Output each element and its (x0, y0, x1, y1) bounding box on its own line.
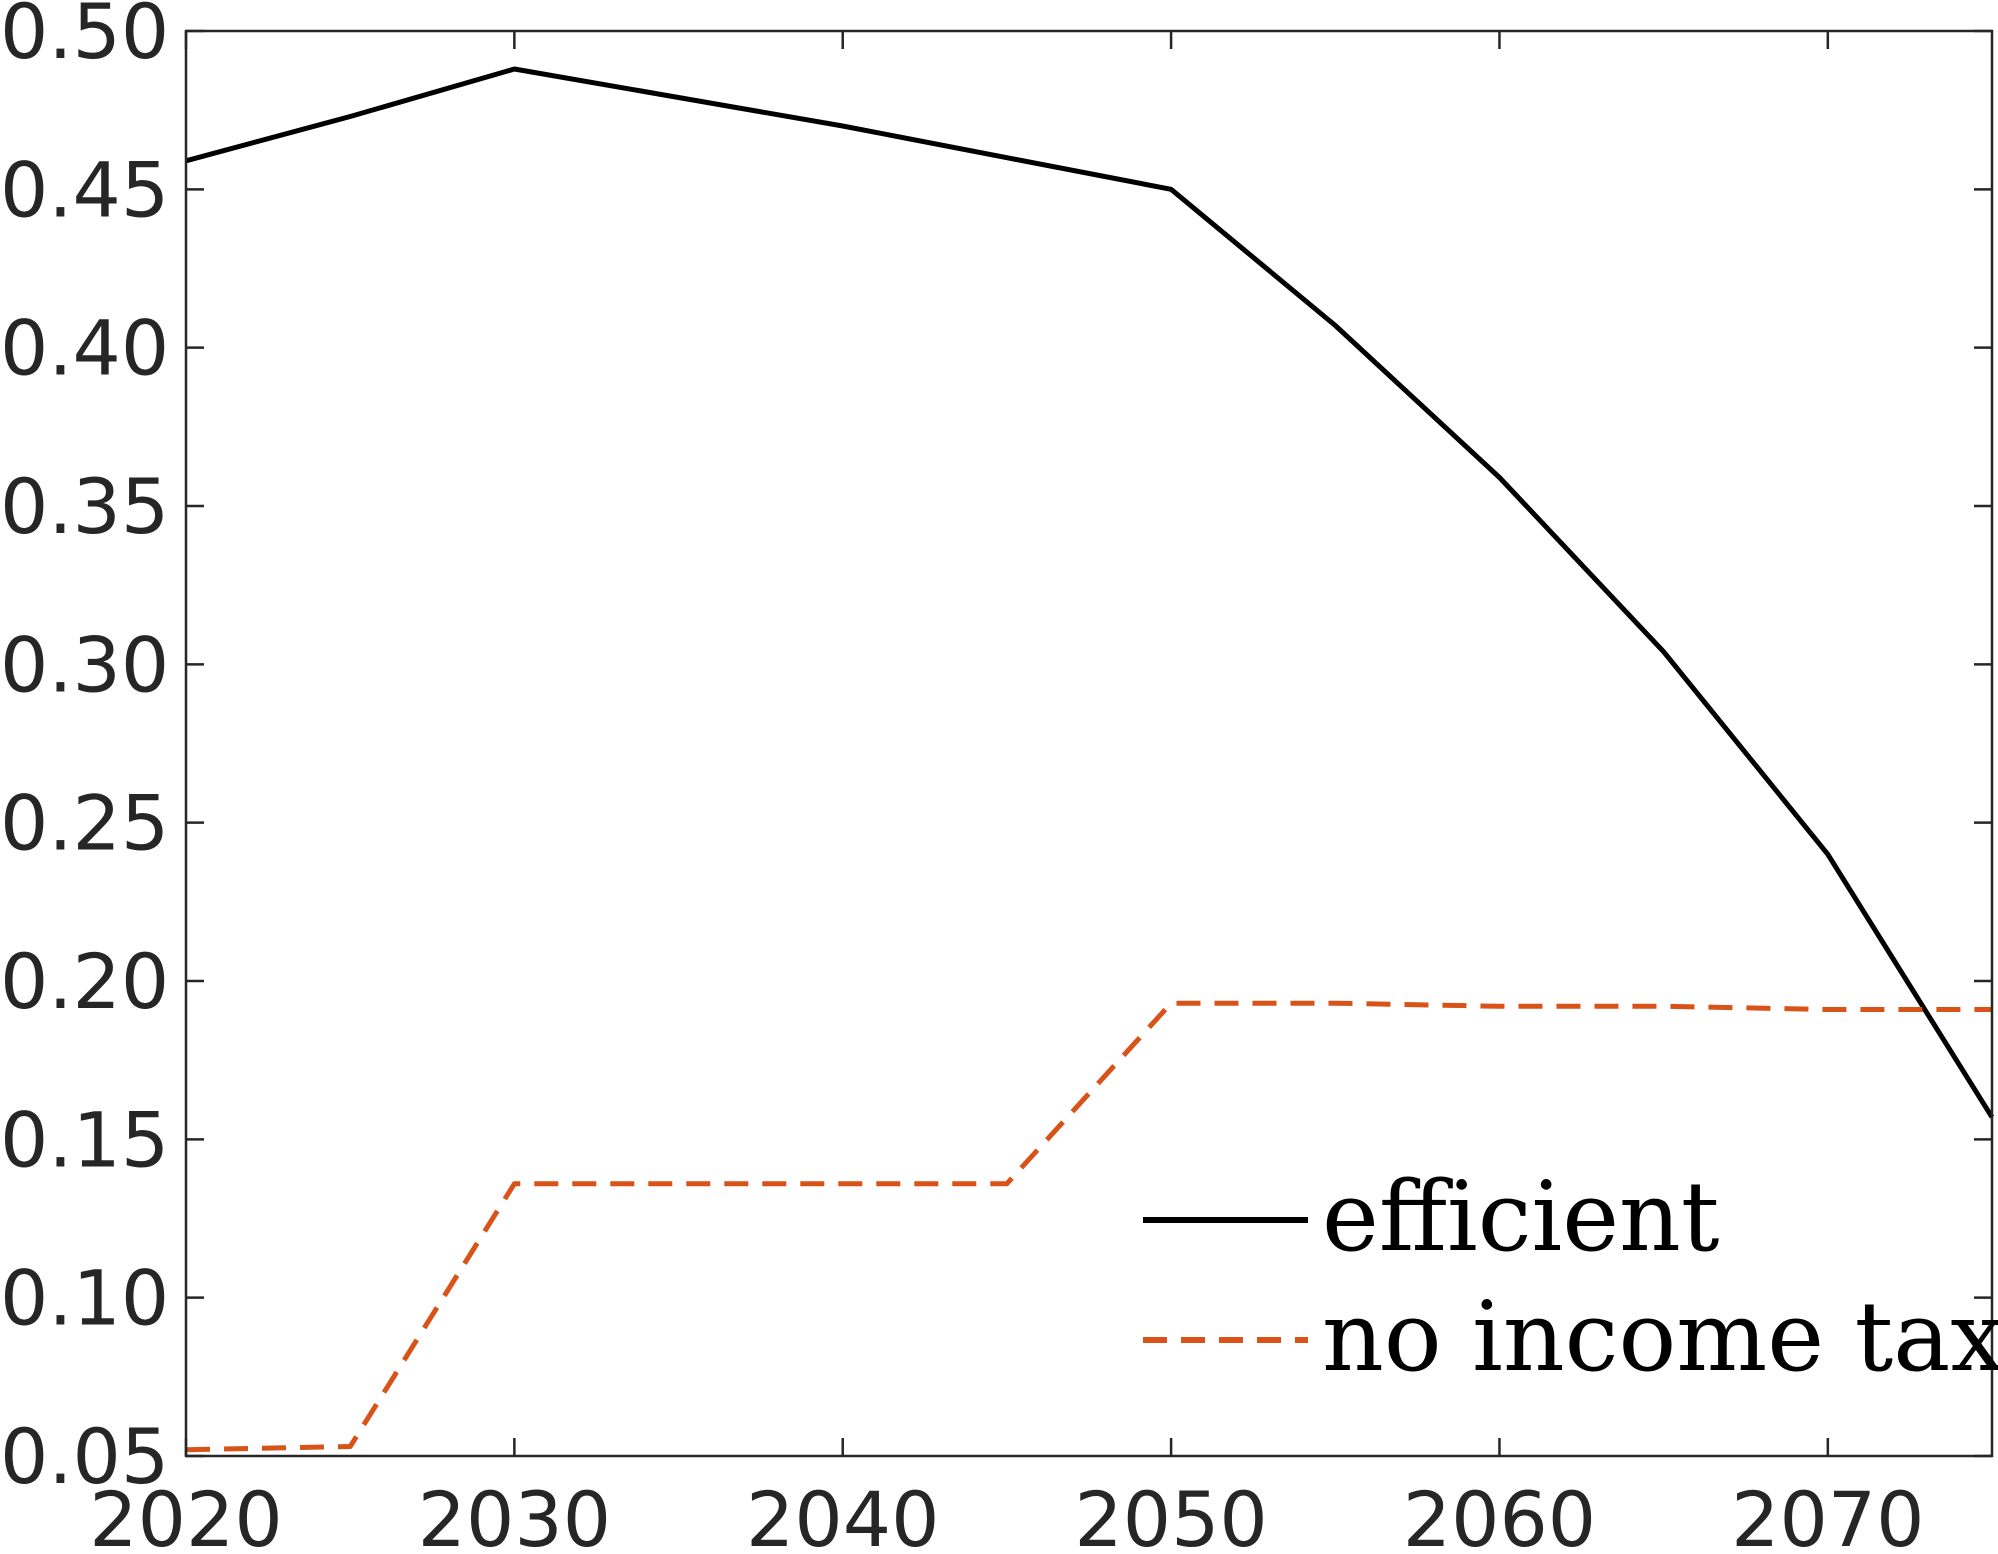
y-tick-label: 0.10 (0, 1254, 169, 1343)
x-tick-label: 2020 (89, 1475, 282, 1554)
series-line-efficient (185, 66, 1995, 1119)
legend-label-no-income-tax: no income tax (1322, 1281, 1998, 1393)
x-tick-label: 2060 (1403, 1475, 1596, 1554)
plot-area (186, 31, 1992, 1456)
x-tick-label: 2070 (1731, 1475, 1924, 1554)
legend-label-efficient: efficient (1322, 1161, 1719, 1273)
x-tick-label: 2030 (418, 1475, 611, 1554)
y-tick-label: 0.40 (0, 304, 169, 393)
y-tick-label: 0.30 (0, 620, 169, 709)
y-tick-label: 0.05 (0, 1412, 169, 1501)
y-tick-label: 0.35 (0, 462, 169, 551)
x-tick-label: 2050 (1074, 1475, 1267, 1554)
y-tick-label: 0.50 (0, 0, 169, 76)
series-layer (185, 66, 1995, 1453)
series-line-no-income-tax (185, 1000, 1992, 1453)
y-tick-label: 0.45 (0, 145, 169, 234)
y-tick-label: 0.15 (0, 1095, 169, 1184)
x-tick-label: 2040 (746, 1475, 939, 1554)
y-tick-label: 0.20 (0, 937, 169, 1026)
axes-box (184, 29, 1994, 1458)
y-tick-label: 0.25 (0, 779, 169, 868)
